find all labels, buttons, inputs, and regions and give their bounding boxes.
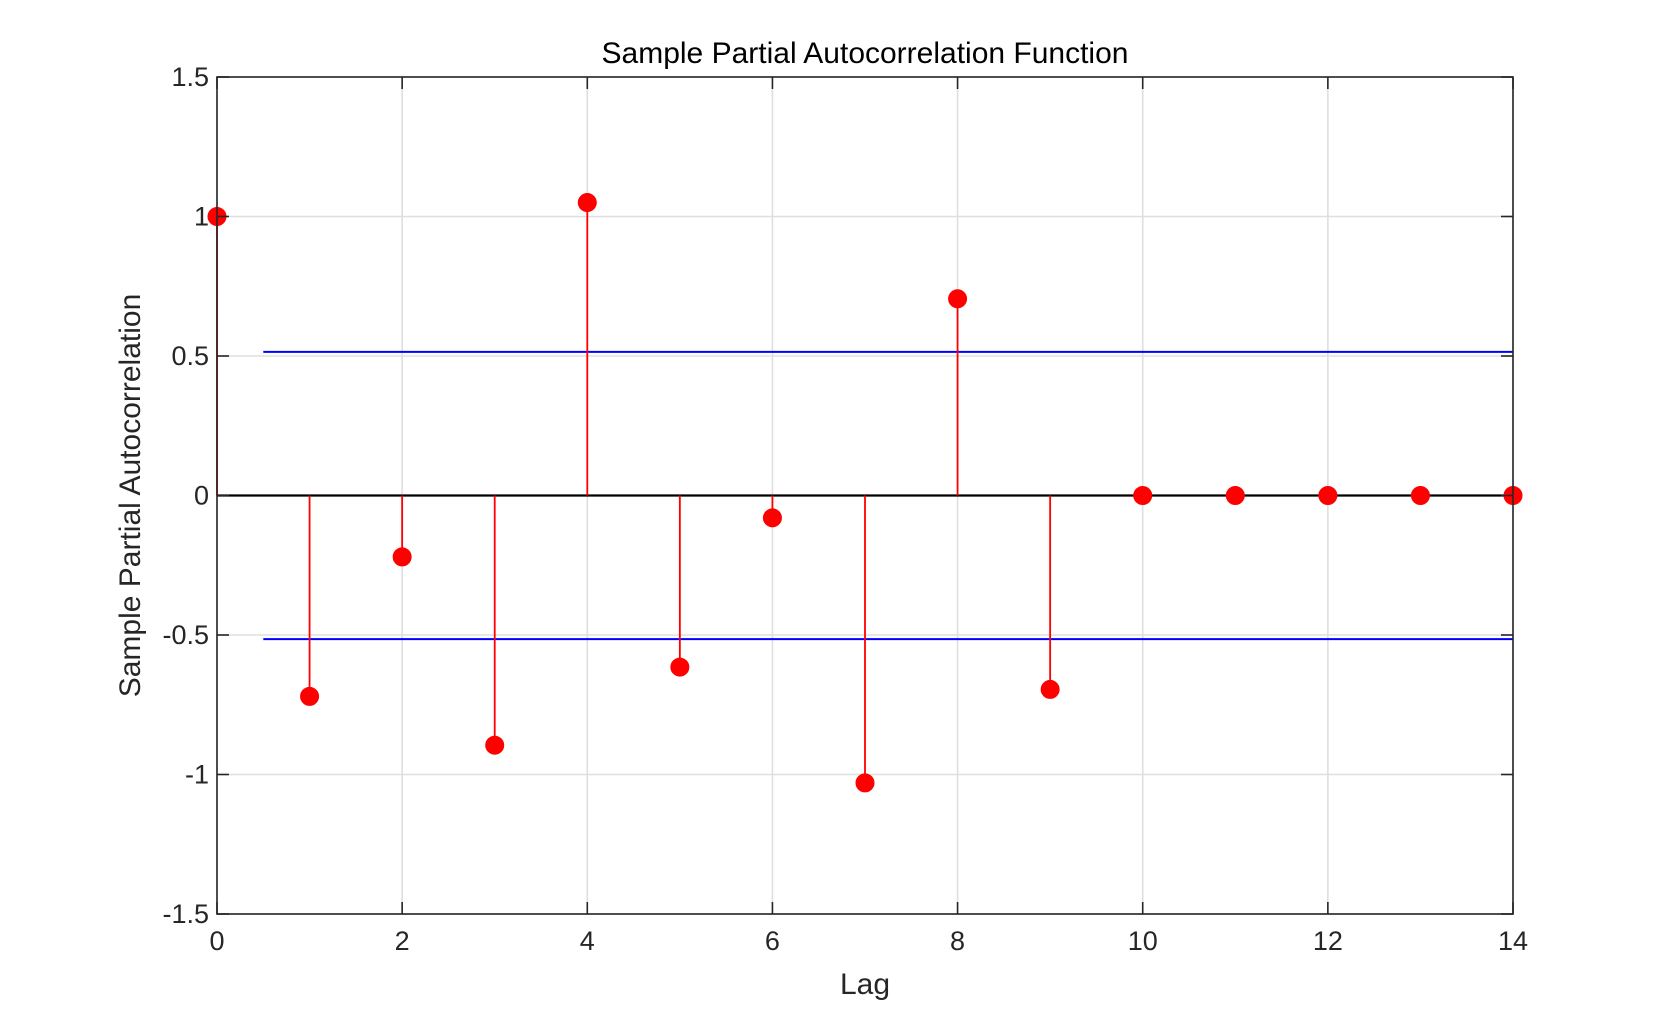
stem-marker [300,686,320,706]
axis-ticks [216,76,1514,915]
stem-marker [1318,486,1338,505]
x-tick-label: 0 [209,926,224,956]
stem-marker [855,773,875,793]
x-tick-label: 6 [765,926,780,956]
y-tick-label: -1 [185,760,209,790]
stem-marker [1410,486,1430,505]
stem-marker [670,657,690,677]
plot-area [207,76,1523,915]
x-tick-label: 10 [1128,926,1158,956]
chart-title: Sample Partial Autocorrelation Function [602,37,1129,70]
y-tick-label: 1.5 [171,62,209,92]
stem-marker [1133,486,1153,505]
x-tick-label: 8 [950,926,965,956]
y-tick-label: 1 [194,202,209,232]
y-tick-label: 0 [194,481,209,511]
x-axis-label: Lag [840,968,890,1001]
y-tick-label: -0.5 [162,620,209,650]
y-axis-label: Sample Partial Autocorrelation [114,294,147,698]
x-tick-labels: 0 2 4 6 8 10 12 14 [209,926,1528,956]
x-tick-label: 2 [395,926,410,956]
stem-marker [392,547,412,567]
stem-marker [1040,679,1060,699]
confidence-bounds [263,350,1513,641]
stem-marker [577,193,597,213]
stem-marker [762,508,782,528]
y-tick-labels: 1.5 1 0.5 0 -0.5 -1 -1.5 [162,62,209,929]
x-tick-label: 12 [1313,926,1343,956]
y-tick-label: 0.5 [171,341,209,371]
stem-marker [485,735,505,755]
x-tick-label: 4 [580,926,595,956]
y-tick-label: -1.5 [162,899,209,929]
stem-marker [1225,486,1245,505]
x-tick-label: 14 [1498,926,1528,956]
stem-marker [948,289,968,309]
